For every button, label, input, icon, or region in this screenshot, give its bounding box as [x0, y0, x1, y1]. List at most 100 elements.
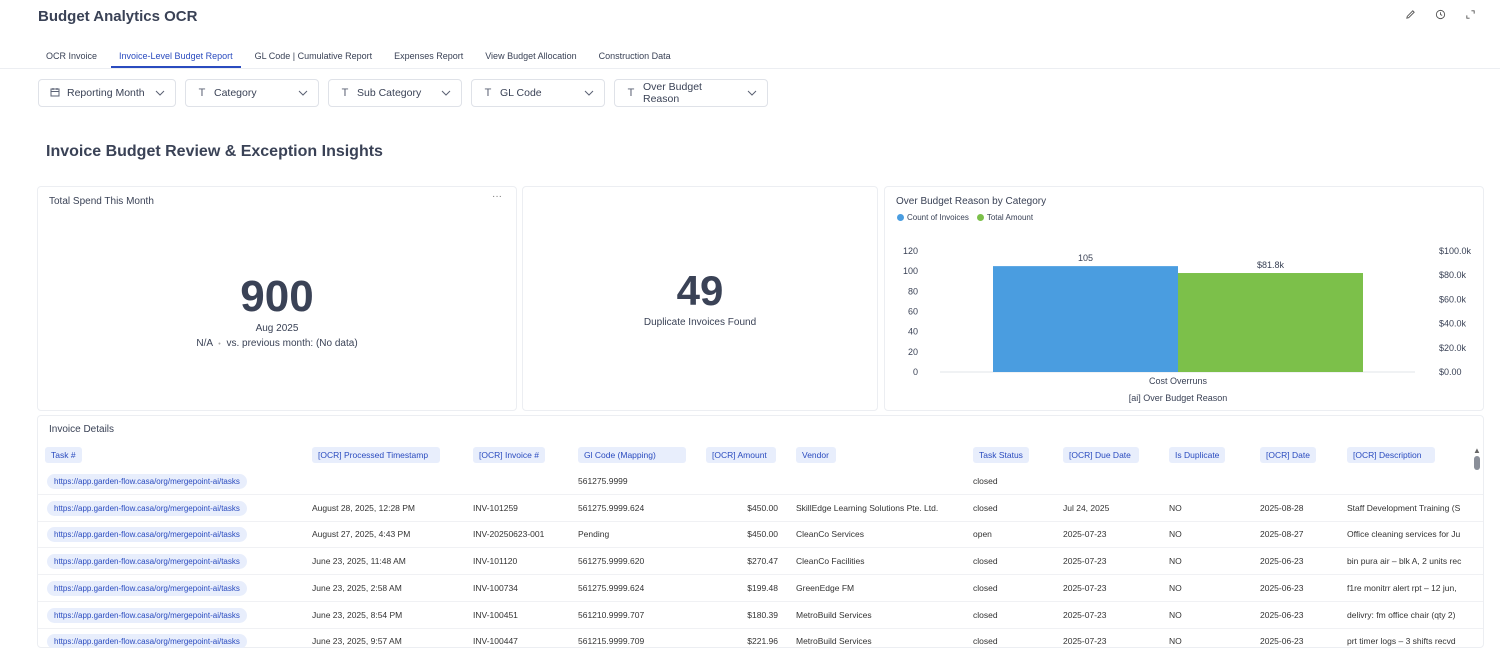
table-cell: MetroBuild Services	[796, 636, 872, 647]
table-cell: June 23, 2025, 11:48 AM	[312, 556, 406, 567]
y-tick-label-left: 80	[908, 286, 918, 296]
y-tick-label-left: 60	[908, 307, 918, 317]
column-header[interactable]: Task Status	[973, 447, 1029, 463]
table-cell: 561275.9999.620	[578, 556, 645, 567]
filter-bar: Reporting Month T Category T Sub Categor…	[38, 79, 768, 107]
column-header[interactable]: [OCR] Date	[1260, 447, 1316, 463]
tab-view-budget-allocation[interactable]: View Budget Allocation	[485, 51, 577, 61]
table-cell: Pending	[578, 529, 610, 540]
y-tick-label-left: 0	[913, 367, 918, 377]
filter-sub-category[interactable]: T Sub Category	[328, 79, 462, 107]
pencil-icon[interactable]	[1402, 6, 1418, 22]
y-tick-label-left: 40	[908, 327, 918, 337]
scroll-up-icon[interactable]: ▲	[1473, 446, 1481, 455]
chevron-down-icon	[584, 88, 594, 98]
table-cell: 2025-08-27	[1260, 529, 1304, 540]
chevron-down-icon	[441, 88, 451, 98]
table-cell: prt timer logs – 3 shifts recvd	[1347, 636, 1456, 647]
table-cell: NO	[1169, 556, 1182, 567]
filter-category[interactable]: T Category	[185, 79, 319, 107]
row-divider	[38, 494, 1483, 495]
tab-ocr-invoice[interactable]: OCR Invoice	[46, 51, 98, 61]
filter-over-budget-reason[interactable]: T Over Budget Reason	[614, 79, 768, 107]
table-cell: closed	[973, 609, 998, 620]
task-link[interactable]: https://app.garden-flow.casa/org/mergepo…	[47, 500, 247, 516]
table-cell: SkillEdge Learning Solutions Pte. Ltd.	[796, 502, 939, 513]
tab-construction-data[interactable]: Construction Data	[598, 51, 671, 61]
column-header[interactable]: Gl Code (Mapping)	[578, 447, 686, 463]
table-cell: INV-101259	[473, 502, 518, 513]
table-cell: NO	[1169, 609, 1182, 620]
chevron-down-icon	[747, 88, 757, 98]
tab-invoice-level-budget-report[interactable]: Invoice-Level Budget Report	[111, 48, 241, 68]
y-tick-label-right: $60.0k	[1439, 294, 1467, 304]
table-cell: 2025-06-23	[1260, 582, 1304, 593]
text-type-icon: T	[341, 87, 349, 99]
table-cell: Jul 24, 2025	[1063, 502, 1110, 513]
clock-icon[interactable]	[1432, 6, 1448, 22]
row-divider	[38, 574, 1483, 576]
text-type-icon: T	[484, 87, 492, 99]
table-cell: $221.96	[747, 636, 778, 647]
table-cell: open	[973, 529, 992, 540]
task-link[interactable]: https://app.garden-flow.casa/org/mergepo…	[47, 474, 247, 489]
bar-count-of-invoices	[993, 266, 1178, 372]
table-cell: closed	[973, 502, 998, 513]
text-type-icon: T	[627, 87, 635, 99]
column-header[interactable]: Task #	[45, 447, 82, 463]
text-type-icon: T	[198, 87, 206, 99]
card-menu-icon[interactable]: ···	[492, 191, 502, 202]
column-header[interactable]: [OCR] Processed Timestamp	[312, 447, 440, 463]
task-link[interactable]: https://app.garden-flow.casa/org/mergepo…	[47, 580, 247, 596]
table-cell: CleanCo Services	[796, 529, 865, 540]
header-actions	[1402, 6, 1478, 22]
task-link[interactable]: https://app.garden-flow.casa/org/mergepo…	[47, 607, 247, 623]
tab-gl-code-cumulative-report[interactable]: GL Code | Cumulative Report	[254, 51, 373, 61]
scrollbar-thumb[interactable]	[1474, 456, 1480, 470]
over-budget-chart: 0 20 40 60 80 100 120 $0.00 $20.0k $40.0k $60.0k $8…	[903, 246, 1472, 403]
bar-data-label: 105	[1078, 253, 1093, 263]
task-link[interactable]: https://app.garden-flow.casa/org/mergepo…	[47, 554, 247, 570]
y-tick-label-right: $40.0k	[1439, 319, 1467, 329]
tab-expenses-report[interactable]: Expenses Report	[394, 51, 464, 61]
table-cell: INV-100447	[473, 636, 518, 647]
table-cell: closed	[973, 556, 998, 567]
task-link[interactable]: https://app.garden-flow.casa/org/mergepo…	[47, 527, 247, 543]
y-tick-label-left: 100	[903, 266, 918, 276]
column-header[interactable]: [OCR] Due Date	[1063, 447, 1139, 463]
table-cell: NO	[1169, 502, 1182, 513]
table-cell: 2025-07-23	[1063, 529, 1107, 540]
column-header[interactable]: [OCR] Invoice #	[473, 447, 545, 463]
table-cell: CleanCo Facilities	[796, 556, 865, 567]
chart-legend: Count of Invoices Total Amount	[897, 213, 1033, 222]
table-cell: August 28, 2025, 12:28 PM	[312, 502, 416, 513]
table-cell: INV-100734	[473, 582, 518, 593]
table-cell: closed	[973, 582, 998, 593]
expand-icon[interactable]	[1462, 6, 1478, 22]
x-tick-label: Cost Overruns	[1149, 376, 1208, 386]
table-cell: 561275.9999	[578, 476, 628, 486]
table-cell: 2025-06-23	[1260, 556, 1304, 567]
table-cell: Office cleaning services for Ju	[1347, 529, 1461, 540]
task-link[interactable]: https://app.garden-flow.casa/org/mergepo…	[47, 634, 247, 648]
table-cell: INV-100451	[473, 609, 518, 620]
duplicate-label: Duplicate Invoices Found	[643, 317, 757, 328]
legend-item-count[interactable]: Count of Invoices	[897, 213, 969, 222]
row-divider	[38, 547, 1483, 549]
tabs-divider	[0, 68, 1500, 69]
table-cell: 561275.9999.624	[578, 502, 645, 513]
filter-gl-code[interactable]: T GL Code	[471, 79, 605, 107]
table-cell: June 23, 2025, 9:57 AM	[312, 636, 402, 647]
total-spend-value: 900	[240, 272, 314, 321]
column-header[interactable]: Is Duplicate	[1169, 447, 1226, 463]
column-header[interactable]: [OCR] Amount	[706, 447, 776, 463]
row-divider	[38, 600, 1483, 602]
legend-item-amount[interactable]: Total Amount	[976, 213, 1033, 222]
column-header[interactable]: [OCR] Description	[1347, 447, 1435, 463]
table-cell: f1re monitrr alert rpt – 12 jun,	[1347, 582, 1457, 593]
row-divider	[38, 627, 1483, 629]
table-cell: delivry: fm office chair (qty 2)	[1347, 609, 1456, 620]
filter-reporting-month[interactable]: Reporting Month	[38, 79, 176, 107]
y-tick-label-right: $0.00	[1439, 367, 1462, 377]
column-header[interactable]: Vendor	[796, 447, 836, 463]
